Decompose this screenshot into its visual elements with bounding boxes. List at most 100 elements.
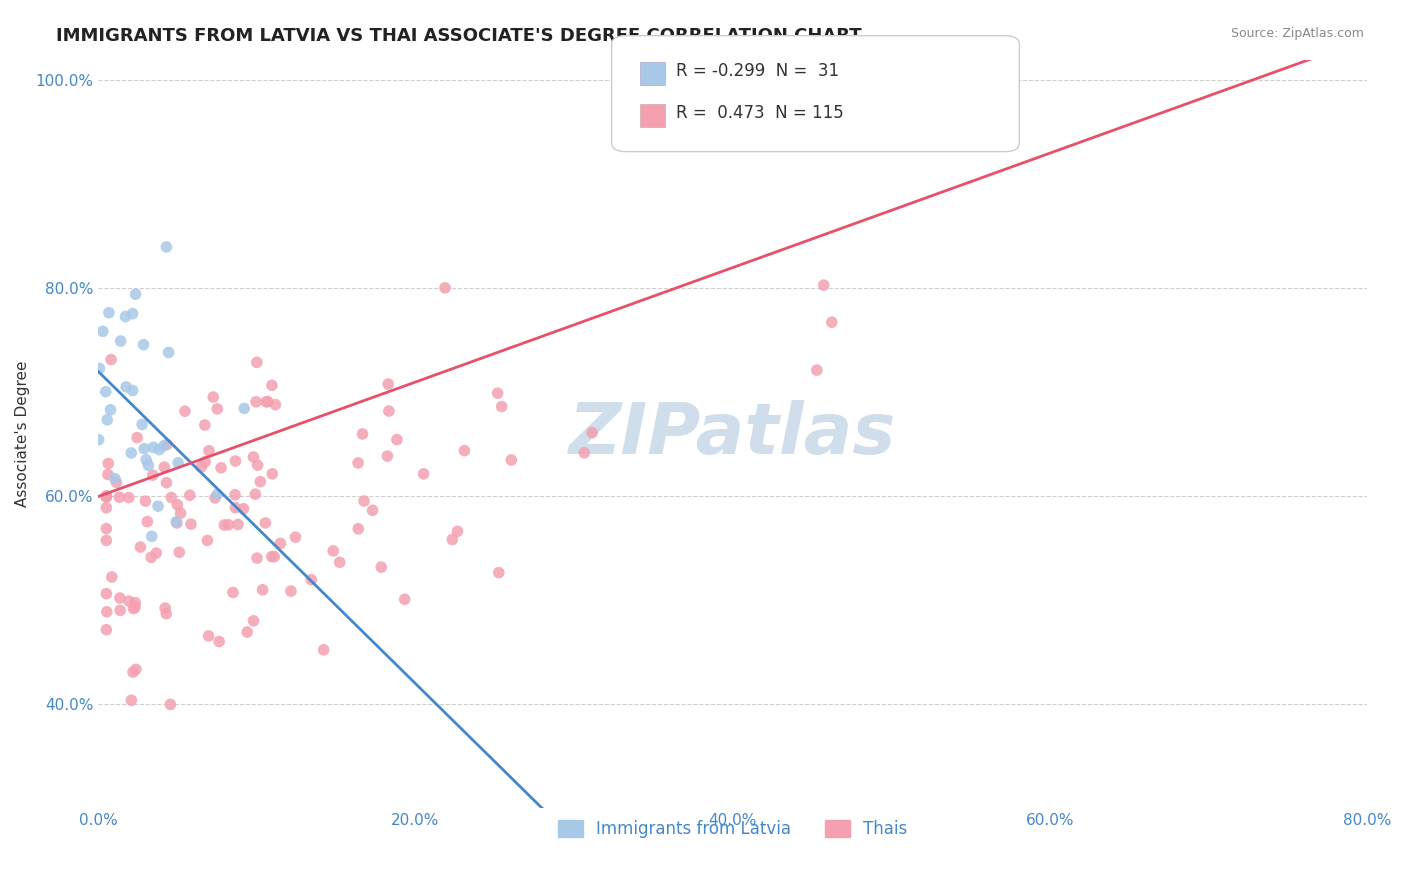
Thais <box>100 352 122 367</box>
Thais <box>166 498 188 512</box>
Thais <box>122 665 145 679</box>
Thais <box>299 573 322 587</box>
Thais <box>252 582 274 597</box>
Thais <box>124 600 146 615</box>
Thais <box>322 544 344 558</box>
Text: R =  0.473  N = 115: R = 0.473 N = 115 <box>676 104 844 122</box>
Text: ZIPatlas: ZIPatlas <box>569 400 896 468</box>
Immigrants from Latvia <box>104 471 127 485</box>
Thais <box>124 596 146 610</box>
Immigrants from Latvia <box>153 439 176 453</box>
Thais <box>263 549 285 564</box>
Thais <box>284 530 307 544</box>
Thais <box>378 404 401 418</box>
Immigrants from Latvia <box>134 442 156 456</box>
Thais <box>101 570 124 584</box>
Thais <box>169 545 191 559</box>
Thais <box>125 662 148 676</box>
Thais <box>153 460 176 475</box>
Immigrants from Latvia <box>89 361 111 376</box>
Thais <box>96 522 118 536</box>
Thais <box>385 433 408 447</box>
Immigrants from Latvia <box>148 442 170 457</box>
Thais <box>96 587 118 601</box>
Y-axis label: Associate's Degree: Associate's Degree <box>15 360 30 508</box>
Thais <box>821 315 844 329</box>
Thais <box>329 555 352 569</box>
Thais <box>254 516 277 530</box>
Thais <box>453 443 475 458</box>
Thais <box>501 453 523 467</box>
Thais <box>256 394 278 409</box>
Immigrants from Latvia <box>121 384 143 398</box>
Immigrants from Latvia <box>157 345 180 359</box>
Thais <box>446 524 468 539</box>
Thais <box>352 427 374 442</box>
Thais <box>142 468 165 483</box>
Thais <box>96 605 118 619</box>
Thais <box>194 455 217 469</box>
Thais <box>108 591 131 605</box>
Thais <box>208 634 231 648</box>
Thais <box>361 503 384 517</box>
Immigrants from Latvia <box>131 417 153 432</box>
Thais <box>280 584 302 599</box>
Immigrants from Latvia <box>142 440 165 454</box>
Thais <box>204 491 226 505</box>
Thais <box>260 378 283 392</box>
Thais <box>108 603 131 617</box>
Immigrants from Latvia <box>96 413 118 427</box>
Immigrants from Latvia <box>120 446 142 460</box>
Thais <box>246 355 269 369</box>
Thais <box>179 488 201 502</box>
Thais <box>169 506 191 520</box>
Thais <box>486 386 509 401</box>
Thais <box>347 456 370 470</box>
Thais <box>434 281 457 295</box>
Thais <box>377 449 399 463</box>
Immigrants from Latvia <box>138 458 160 473</box>
Thais <box>232 501 254 516</box>
Thais <box>269 536 291 550</box>
Thais <box>441 533 464 547</box>
Thais <box>260 549 283 564</box>
Thais <box>118 491 141 505</box>
Thais <box>96 490 118 504</box>
Thais <box>209 460 232 475</box>
Thais <box>217 517 239 532</box>
Immigrants from Latvia <box>207 487 229 501</box>
Thais <box>581 425 603 440</box>
Text: IMMIGRANTS FROM LATVIA VS THAI ASSOCIATE'S DEGREE CORRELATION CHART: IMMIGRANTS FROM LATVIA VS THAI ASSOCIATE… <box>56 27 862 45</box>
Thais <box>813 278 835 293</box>
Immigrants from Latvia <box>121 307 143 321</box>
Thais <box>264 398 287 412</box>
Immigrants from Latvia <box>100 402 122 417</box>
Thais <box>155 607 177 621</box>
Thais <box>129 540 152 554</box>
Thais <box>159 698 181 712</box>
Thais <box>122 601 145 615</box>
Thais <box>141 550 163 565</box>
Thais <box>108 490 131 504</box>
Thais <box>180 517 202 532</box>
Thais <box>224 454 246 468</box>
Immigrants from Latvia <box>167 456 190 470</box>
Thais <box>236 625 259 640</box>
Thais <box>190 460 212 475</box>
Thais <box>96 533 118 548</box>
Thais <box>96 623 118 637</box>
Legend: Immigrants from Latvia, Thais: Immigrants from Latvia, Thais <box>551 814 914 845</box>
Thais <box>246 458 269 472</box>
Thais <box>491 400 513 414</box>
Thais <box>105 475 128 490</box>
Immigrants from Latvia <box>115 380 138 394</box>
Thais <box>174 404 197 418</box>
Immigrants from Latvia <box>146 499 169 513</box>
Thais <box>224 500 246 515</box>
Immigrants from Latvia <box>97 306 120 320</box>
Immigrants from Latvia <box>132 337 155 351</box>
Immigrants from Latvia <box>135 453 157 467</box>
Thais <box>245 487 267 501</box>
Thais <box>127 431 149 445</box>
Immigrants from Latvia <box>165 515 187 529</box>
